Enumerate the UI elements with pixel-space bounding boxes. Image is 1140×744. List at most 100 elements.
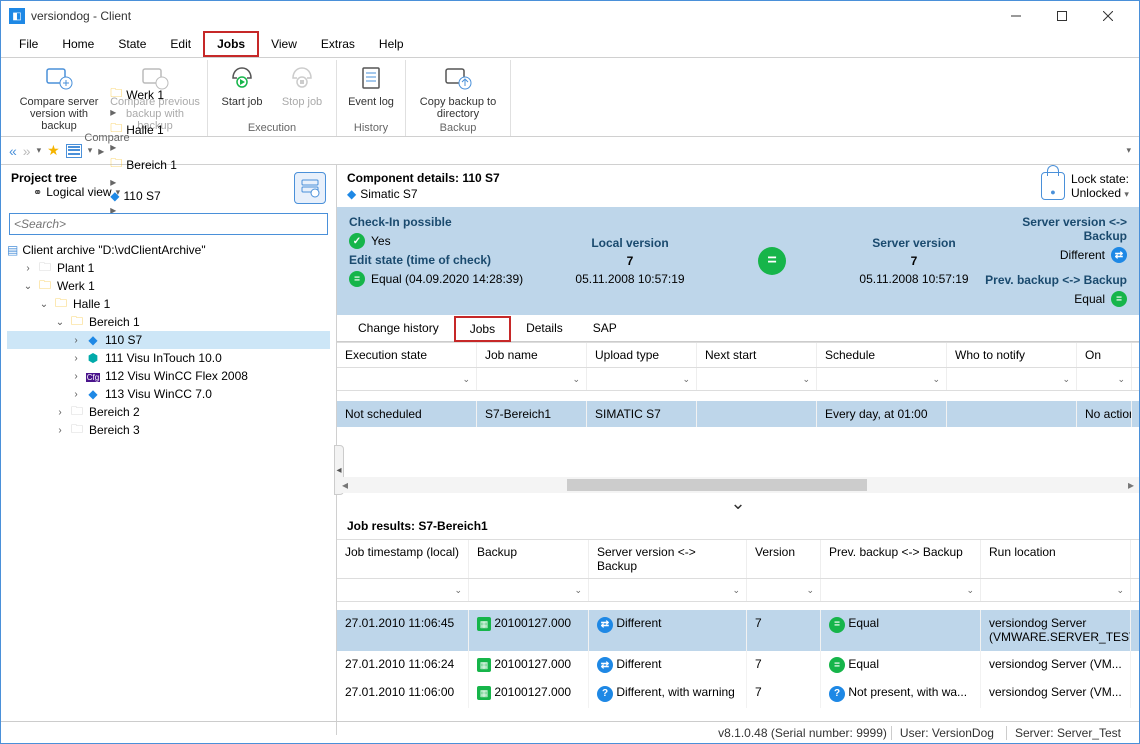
menu-extras[interactable]: Extras bbox=[309, 31, 367, 57]
node-label: 112 Visu WinCC Flex 2008 bbox=[105, 369, 248, 383]
results-title: Job results: S7-Bereich1 bbox=[337, 513, 1139, 539]
tree-node[interactable]: ›⬢111 Visu InTouch 10.0 bbox=[7, 349, 330, 367]
menu-file[interactable]: File bbox=[7, 31, 50, 57]
cell-ver: 7 bbox=[747, 610, 821, 651]
twisty-icon[interactable]: › bbox=[23, 263, 33, 274]
col-filter[interactable]: ⌄ bbox=[587, 368, 697, 390]
search-input[interactable] bbox=[14, 217, 323, 231]
project-tree-title: Project tree bbox=[11, 171, 294, 185]
nav-fwd[interactable]: » bbox=[23, 143, 31, 159]
nav-history-dropdown[interactable]: ▾ bbox=[37, 145, 42, 156]
tab-sap[interactable]: SAP bbox=[578, 316, 632, 342]
col-filter[interactable]: ⌄ bbox=[981, 579, 1131, 601]
col-header[interactable]: Version bbox=[747, 540, 821, 578]
viewmode-icon[interactable] bbox=[66, 144, 82, 158]
result-row[interactable]: 27.01.2010 11:06:45▦ 20100127.000⇄ Diffe… bbox=[337, 610, 1139, 651]
col-header[interactable]: Execution state bbox=[337, 343, 477, 367]
tab-details[interactable]: Details bbox=[511, 316, 578, 342]
col-header[interactable]: Backup bbox=[469, 540, 589, 578]
col-filter[interactable]: ⌄ bbox=[469, 579, 589, 601]
tree-node[interactable]: ⌄🗀Werk 1 bbox=[7, 277, 330, 295]
col-header[interactable]: Who to notify bbox=[947, 343, 1077, 367]
col-header[interactable]: Run location bbox=[981, 540, 1131, 578]
jobs-row[interactable]: Not scheduled S7-Bereich1 SIMATIC S7 Eve… bbox=[337, 401, 1139, 427]
menu-view[interactable]: View bbox=[259, 31, 309, 57]
server-icon[interactable] bbox=[294, 172, 326, 204]
col-filter[interactable]: ⌄ bbox=[337, 579, 469, 601]
menu-state[interactable]: State bbox=[106, 31, 158, 57]
minimize-button[interactable] bbox=[993, 1, 1039, 31]
tree-node[interactable]: ›🗀Bereich 2 bbox=[7, 403, 330, 421]
favorite-icon[interactable]: ★ bbox=[47, 142, 60, 159]
breadcrumb-item[interactable]: 🗀 Werk 1 bbox=[110, 84, 177, 105]
breadcrumb-dropdown[interactable]: ▾ bbox=[1126, 145, 1131, 156]
ribbon-copy-backup-to-directory[interactable]: Copy backup to directory bbox=[410, 60, 506, 122]
hscrollbar[interactable]: ◂▸ bbox=[337, 477, 1139, 493]
cell-svb: ? Different, with warning bbox=[589, 679, 747, 708]
search-box[interactable] bbox=[9, 213, 328, 235]
tree-node[interactable]: ⌄🗀Halle 1 bbox=[7, 295, 330, 313]
cell-bk: ▦ 20100127.000 bbox=[469, 679, 589, 708]
menu-help[interactable]: Help bbox=[367, 31, 416, 57]
menu-jobs[interactable]: Jobs bbox=[203, 31, 259, 57]
cell-ts: 27.01.2010 11:06:00 bbox=[337, 679, 469, 708]
col-filter[interactable]: ⌄ bbox=[947, 368, 1077, 390]
ribbon-start-job[interactable]: Start job bbox=[212, 60, 272, 122]
equal-icon: = bbox=[829, 657, 845, 673]
tab-jobs[interactable]: Jobs bbox=[454, 316, 511, 342]
result-row[interactable]: 27.01.2010 11:06:24▦ 20100127.000⇄ Diffe… bbox=[337, 651, 1139, 680]
twisty-icon[interactable]: › bbox=[71, 353, 81, 364]
expand-results[interactable]: ⌄ bbox=[337, 493, 1139, 513]
tree-node[interactable]: ›Cfg112 Visu WinCC Flex 2008 bbox=[7, 367, 330, 385]
ribbon-compare-server-version-with-backup[interactable]: Compare server version with backup bbox=[11, 60, 107, 132]
col-filter[interactable]: ⌄ bbox=[477, 368, 587, 390]
view-mode-label[interactable]: Logical view bbox=[46, 185, 111, 199]
close-button[interactable] bbox=[1085, 1, 1131, 31]
cell-pvb: = Equal bbox=[821, 610, 981, 651]
col-header[interactable]: Job timestamp (local) bbox=[337, 540, 469, 578]
maximize-button[interactable] bbox=[1039, 1, 1085, 31]
col-filter[interactable]: ⌄ bbox=[817, 368, 947, 390]
col-header[interactable]: Next start bbox=[697, 343, 817, 367]
result-row[interactable]: 27.01.2010 11:06:00▦ 20100127.000? Diffe… bbox=[337, 679, 1139, 708]
tree-node[interactable]: ›◆113 Visu WinCC 7.0 bbox=[7, 385, 330, 403]
twisty-icon[interactable]: › bbox=[55, 407, 65, 418]
col-filter[interactable]: ⌄ bbox=[821, 579, 981, 601]
pvb-value: Equal bbox=[1074, 292, 1105, 306]
nav-back[interactable]: « bbox=[9, 143, 17, 159]
col-header[interactable]: Upload type bbox=[587, 343, 697, 367]
col-header[interactable]: Server version <-> Backup bbox=[589, 540, 747, 578]
col-header[interactable]: Schedule bbox=[817, 343, 947, 367]
tree-node[interactable]: ›🗀Plant 1 bbox=[7, 259, 330, 277]
twisty-icon[interactable]: › bbox=[71, 335, 81, 346]
col-header[interactable]: On bbox=[1077, 343, 1132, 367]
ribbon-event-log[interactable]: Event log bbox=[341, 60, 401, 122]
tree-node[interactable]: ›◆110 S7 bbox=[7, 331, 330, 349]
tree-node[interactable]: ›🗀Bereich 3 bbox=[7, 421, 330, 439]
component-title: Component details: 110 S7 bbox=[347, 171, 1041, 185]
col-filter[interactable]: ⌄ bbox=[1077, 368, 1132, 390]
twisty-icon[interactable]: ⌄ bbox=[39, 299, 49, 310]
breadcrumb-item[interactable]: 🗀 Halle 1 bbox=[110, 119, 177, 140]
breadcrumb-bar: « » ▾ ★ ▾ ▸ 🗀 Werk 1 ▸ 🗀 Halle 1 ▸ 🗀 Ber… bbox=[1, 137, 1139, 165]
twisty-icon[interactable]: › bbox=[71, 371, 81, 382]
tree-root-label: Client archive "D:\vdClientArchive" bbox=[22, 243, 205, 257]
tree-node[interactable]: ⌄🗀Bereich 1 bbox=[7, 313, 330, 331]
twisty-icon[interactable]: ⌄ bbox=[55, 317, 65, 328]
col-filter[interactable]: ⌄ bbox=[697, 368, 817, 390]
twisty-icon[interactable]: › bbox=[55, 425, 65, 436]
menu-home[interactable]: Home bbox=[50, 31, 106, 57]
tree-root[interactable]: ▤ Client archive "D:\vdClientArchive" bbox=[7, 241, 330, 259]
col-header[interactable]: Prev. backup <-> Backup bbox=[821, 540, 981, 578]
tab-change-history[interactable]: Change history bbox=[343, 316, 454, 342]
twisty-icon[interactable]: › bbox=[71, 389, 81, 400]
node-label: Bereich 1 bbox=[89, 315, 140, 329]
twisty-icon[interactable]: ⌄ bbox=[23, 281, 33, 292]
col-header[interactable]: Job name bbox=[477, 343, 587, 367]
lock-dropdown[interactable]: ▾ bbox=[1124, 189, 1129, 199]
col-filter[interactable]: ⌄ bbox=[747, 579, 821, 601]
edit-label: Edit state (time of check) bbox=[349, 253, 559, 267]
menu-edit[interactable]: Edit bbox=[158, 31, 203, 57]
col-filter[interactable]: ⌄ bbox=[337, 368, 477, 390]
col-filter[interactable]: ⌄ bbox=[589, 579, 747, 601]
